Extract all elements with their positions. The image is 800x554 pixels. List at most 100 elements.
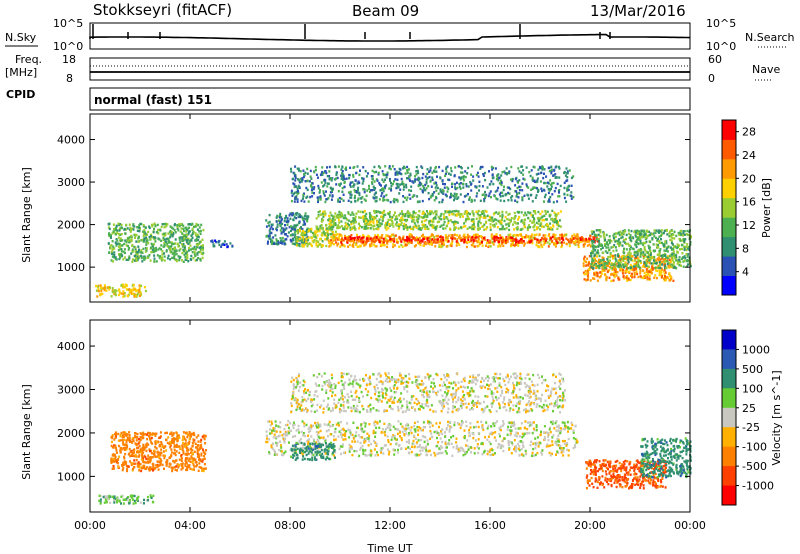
data-cell (614, 270, 617, 273)
data-cell (548, 239, 551, 242)
data-cell (682, 230, 685, 233)
data-cell (661, 274, 663, 278)
data-cell (623, 255, 626, 258)
data-cell (519, 233, 521, 236)
data-cell (398, 192, 401, 195)
data-cell (549, 222, 552, 225)
data-cell (314, 235, 317, 239)
data-cell (323, 194, 326, 197)
data-cell (403, 214, 406, 218)
data-cell (128, 239, 131, 242)
data-cell (331, 236, 334, 240)
data-cell (435, 210, 438, 213)
data-cell (355, 171, 358, 175)
data-cell (609, 239, 612, 243)
data-cell (450, 167, 452, 170)
data-cell (604, 242, 607, 246)
data-cell (113, 247, 116, 250)
data-cell (157, 464, 160, 467)
data-cell (123, 294, 126, 298)
data-cell (539, 240, 542, 244)
data-cell (537, 222, 540, 225)
data-cell (316, 245, 319, 248)
data-cell (283, 217, 286, 220)
data-cell (489, 223, 492, 226)
data-cell (605, 276, 608, 279)
data-cell (188, 442, 190, 445)
data-cell (180, 259, 183, 262)
data-cell (173, 247, 176, 250)
data-cell (422, 211, 425, 214)
data-cell (359, 169, 361, 172)
data-cell (445, 167, 448, 171)
data-cell (186, 250, 189, 254)
data-cell (557, 241, 560, 244)
data-cell (405, 183, 408, 187)
data-cell (325, 244, 328, 248)
data-cell (331, 231, 334, 234)
data-cell (138, 287, 141, 290)
data-cell (470, 182, 473, 185)
data-cell (169, 229, 172, 233)
data-cell (544, 181, 547, 185)
data-cell (604, 273, 607, 277)
data-cell (478, 235, 481, 238)
data-cell (546, 185, 549, 188)
data-cell (465, 194, 468, 197)
data-cell (583, 273, 586, 276)
data-cell (140, 254, 143, 258)
data-cell (139, 291, 142, 294)
data-cell (103, 284, 106, 287)
data-cell (451, 210, 454, 213)
data-cell (386, 173, 389, 176)
data-cell (510, 199, 513, 202)
data-cell (676, 262, 679, 265)
data-cell (550, 185, 553, 188)
data-cell (424, 175, 427, 178)
data-cell (493, 235, 496, 239)
data-cell (456, 197, 459, 200)
data-cell (390, 235, 393, 238)
data-cell (596, 271, 599, 275)
data-cell (454, 187, 457, 191)
data-cell (317, 227, 320, 231)
data-cell (393, 180, 395, 183)
data-cell (281, 236, 284, 240)
data-cell (522, 240, 525, 243)
data-cell (500, 179, 502, 182)
data-cell (633, 230, 636, 234)
data-cell (212, 243, 215, 246)
data-cell (668, 232, 671, 235)
data-cell (404, 243, 407, 246)
data-cell (479, 215, 482, 219)
data-cell (143, 255, 146, 258)
data-cell (358, 173, 361, 177)
data-cell (449, 244, 452, 247)
data-cell (668, 272, 671, 275)
data-cell (365, 241, 368, 244)
data-cell (678, 237, 681, 241)
data-cell (658, 235, 661, 238)
data-cell (123, 438, 126, 441)
data-cell (640, 261, 642, 264)
data-cell (200, 443, 203, 447)
data-cell (343, 180, 346, 184)
data-cell (351, 244, 354, 247)
data-cell (151, 235, 153, 238)
data-cell (122, 292, 125, 296)
data-cell (458, 182, 461, 186)
data-cell (305, 237, 308, 241)
data-cell (303, 200, 306, 203)
data-cell (290, 211, 293, 215)
data-cell (550, 168, 553, 171)
data-cell (200, 247, 203, 250)
data-cell (652, 232, 655, 235)
data-cell (440, 236, 443, 239)
data-cell (591, 230, 594, 233)
data-cell (194, 458, 197, 461)
data-cell (430, 185, 433, 188)
data-cell (660, 238, 662, 241)
data-cell (533, 210, 536, 213)
data-cell (332, 225, 335, 228)
data-cell (683, 247, 686, 250)
